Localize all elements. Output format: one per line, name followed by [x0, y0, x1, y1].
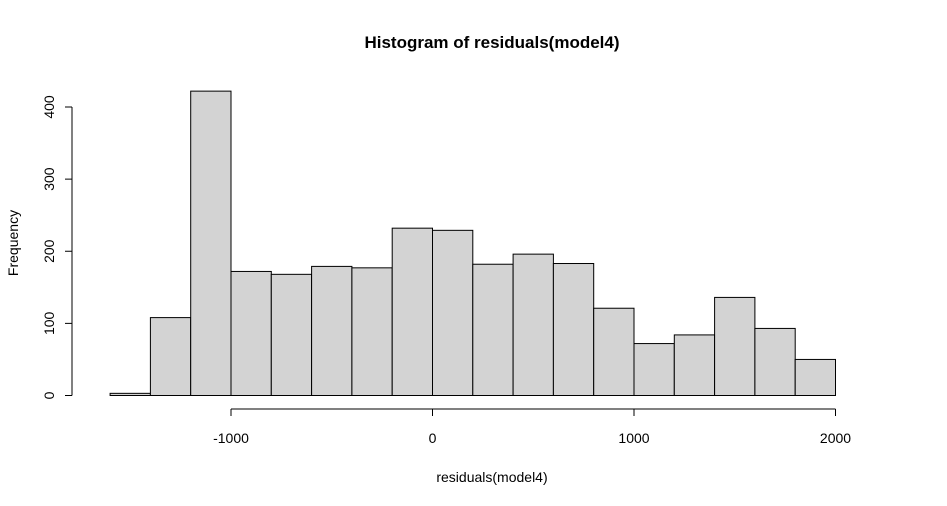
histogram-bar-2: [190, 90, 232, 396]
histogram-bar-11: [552, 263, 595, 397]
x-tick-label-3: 2000: [820, 430, 851, 446]
histogram-bar-8: [432, 229, 474, 396]
histogram-bar-4: [270, 273, 313, 396]
histogram-bar-1: [149, 317, 192, 397]
histogram-bar-6: [351, 267, 393, 396]
y-axis-label: Frequency: [5, 210, 21, 276]
y-tick-label-1: 100: [41, 311, 57, 335]
x-tick-label-2: 1000: [618, 430, 649, 446]
bars-group: [109, 90, 837, 397]
x-axis-label: residuals(model4): [436, 469, 547, 485]
histogram-bar-16: [754, 327, 796, 396]
chart-title: Histogram of residuals(model4): [364, 33, 619, 52]
x-tick-label-0: -1000: [213, 430, 249, 446]
histogram-bar-3: [230, 270, 272, 397]
y-tick-label-4: 400: [41, 95, 57, 119]
histogram-bar-10: [512, 253, 554, 396]
histogram-bar-12: [593, 307, 635, 397]
histogram-bar-17: [794, 358, 837, 396]
x-axis: -1000 0 1000 2000: [213, 408, 851, 446]
y-tick-label-0: 0: [41, 391, 57, 399]
x-tick-label-1: 0: [429, 430, 437, 446]
histogram-bar-7: [391, 227, 434, 396]
histogram-bar-14: [673, 334, 716, 397]
y-axis: 0 100 200 300 400: [41, 95, 73, 399]
histogram-bar-13: [633, 343, 675, 397]
histogram-bar-15: [714, 296, 756, 396]
histogram-bar-9: [472, 263, 514, 397]
y-tick-label-3: 300: [41, 167, 57, 191]
histogram-bar-0: [109, 392, 151, 396]
y-tick-label-2: 200: [41, 239, 57, 263]
histogram-bar-5: [311, 265, 353, 396]
